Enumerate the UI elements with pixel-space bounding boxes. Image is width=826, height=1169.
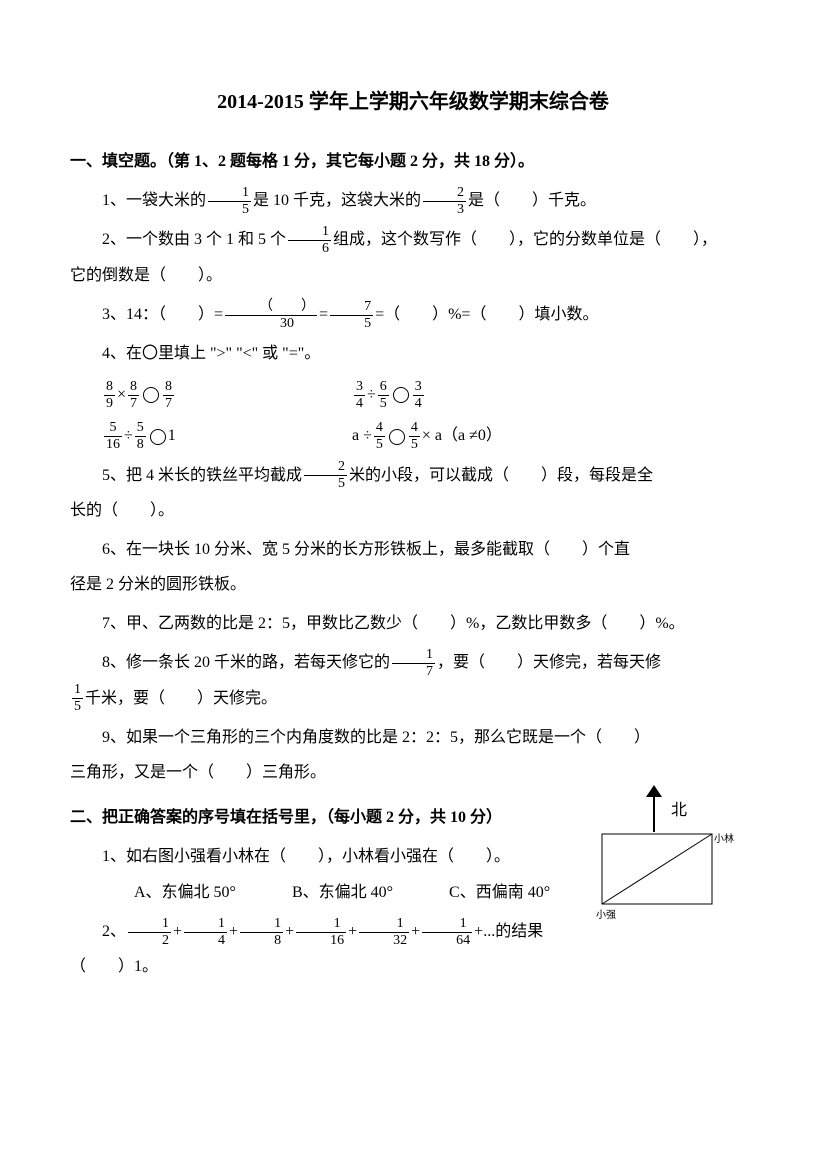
q3-text-a: 3、14：（ ）=: [102, 306, 223, 323]
north-label: 北: [671, 793, 687, 828]
question-6-cont: 径是 2 分米的圆形铁板。: [70, 567, 756, 602]
question-7: 7、甲、乙两数的比是 2：5，甲数比乙数少（ ）%，乙数比甲数多（ ）%。: [70, 606, 756, 641]
question-5: 5、把 4 米长的铁丝平均截成25米的小段，可以截成（ ）段，每段是全: [70, 458, 756, 493]
compare-row-2: 516÷581 a ÷4545× a（a ≠0）: [70, 418, 756, 453]
q1-text-b: 是 10 千克，这袋大米的: [253, 192, 421, 209]
compare-row-1: 89×8787 34÷6534: [70, 377, 756, 412]
question-6: 6、在一块长 10 分米、宽 5 分米的长方形铁板上，最多能截取（ ）个直: [70, 532, 756, 567]
compare-circle: [143, 387, 159, 403]
question-8-cont: 15千米，要（ ）天修完。: [70, 681, 756, 716]
compare-2-2: a ÷4545× a（a ≠0）: [352, 418, 602, 453]
q1-text-c: 是（ ）千克。: [468, 192, 596, 209]
q2-text-b: 组成，这个数写作（ ），它的分数单位是（ ），: [333, 231, 717, 248]
question-5-cont: 长的（ ）。: [70, 493, 756, 528]
q2-text-a: 2、一个数由 3 个 1 和 5 个: [102, 231, 286, 248]
compare-circle: [389, 429, 405, 445]
question-9: 9、如果一个三角形的三个内角度数的比是 2：2：5，那么它既是一个（ ）: [70, 720, 756, 755]
fraction-1-5: 15: [72, 683, 83, 714]
q5-text-a: 5、把 4 米长的铁丝平均截成: [102, 467, 302, 484]
q3-text-c: =（ ）%=（ ）填小数。: [375, 306, 598, 323]
compare-1-2: 34÷6534: [352, 377, 602, 412]
label-xiaolin: 小林: [714, 829, 734, 851]
q5-text-b: 米的小段，可以截成（ ）段，每段是全: [349, 467, 653, 484]
option-b: B、东偏北 40°: [260, 875, 393, 910]
option-c: C、西偏南 40°: [417, 875, 550, 910]
q1-text-a: 1、一袋大米的: [102, 192, 206, 209]
compare-circle: [150, 429, 166, 445]
section-1-header: 一、填空题。（第 1、2 题每格 1 分，其它每小题 2 分，共 18 分）。: [70, 144, 756, 179]
rectangle-diagram: [601, 833, 731, 913]
fraction-2-5: 25: [304, 460, 347, 491]
s2-q1-options: A、东偏北 50° B、东偏北 40° C、西偏南 40°: [70, 875, 596, 910]
label-xiaoqiang: 小强: [596, 905, 616, 927]
compare-1-1: 89×8787: [102, 377, 352, 412]
compare-2-1: 516÷581: [102, 418, 352, 453]
exam-title: 2014-2015 学年上学期六年级数学期末综合卷: [70, 80, 756, 124]
section-2-header: 二、把正确答案的序号填在括号里，（每小题 2 分，共 10 分）: [70, 800, 596, 835]
question-2-cont: 它的倒数是（ ）。: [70, 258, 756, 293]
q8-text-c: 千米，要（ ）天修完。: [85, 690, 277, 707]
fraction-1-5: 15: [208, 186, 251, 217]
north-arrow-icon: [646, 785, 662, 832]
question-1: 1、一袋大米的15是 10 千克，这袋大米的23是（ ）千克。: [70, 183, 756, 218]
fraction-7-5: 75: [330, 300, 373, 331]
compare-circle: [393, 387, 409, 403]
question-8: 8、修一条长 20 千米的路，若每天修它的17，要（ ）天修完，若每天修: [70, 645, 756, 680]
s2-question-1: 1、如右图小强看小林在（ ），小林看小强在（ ）。: [70, 839, 596, 874]
s2-question-2: 2、12+14+18+116+132+164+...的结果（ ）1。: [70, 914, 596, 984]
q8-text-b: ，要（ ）天修完，若每天修: [437, 654, 661, 671]
question-3: 3、14：（ ）=（ ）30=75=（ ）%=（ ）填小数。: [70, 297, 756, 332]
q8-text-a: 8、修一条长 20 千米的路，若每天修它的: [102, 654, 390, 671]
option-a: A、东偏北 50°: [102, 875, 236, 910]
question-2: 2、一个数由 3 个 1 和 5 个16组成，这个数写作（ ），它的分数单位是（…: [70, 222, 756, 257]
question-4-header: 4、在〇里填上 ">" "<" 或 "="。: [70, 336, 756, 371]
fraction-1-6: 16: [288, 225, 331, 256]
s2-q2-a: 2、: [102, 923, 126, 940]
q3-text-b: =: [319, 306, 328, 323]
fraction-blank-30: （ ）30: [225, 300, 317, 331]
fraction-2-3: 23: [423, 186, 466, 217]
fraction-1-7: 17: [392, 648, 435, 679]
